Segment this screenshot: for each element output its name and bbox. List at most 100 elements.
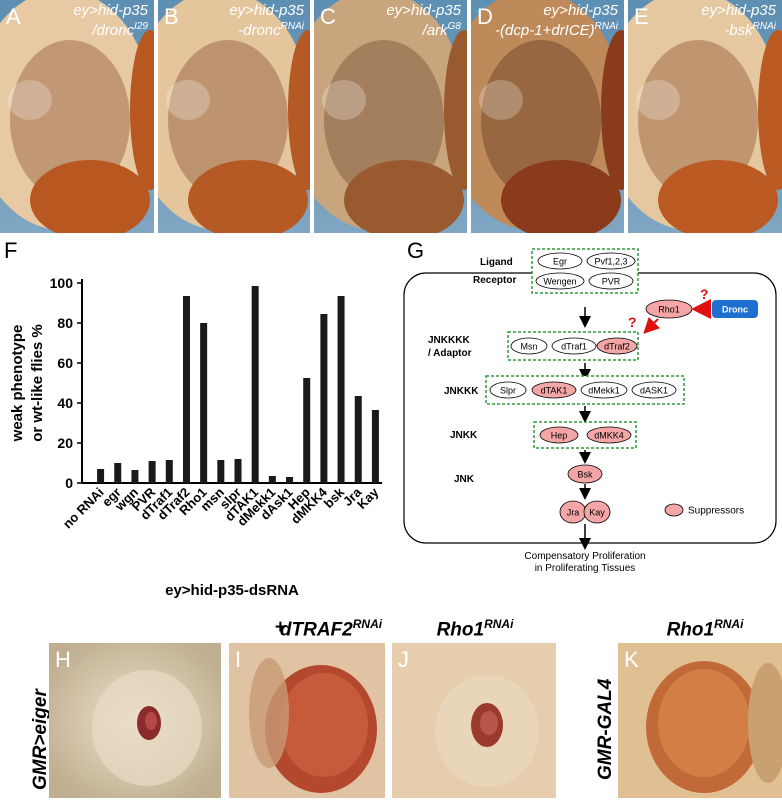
node-dtraf1-label: dTraf1 [561,342,587,352]
node-pvr [588,272,634,290]
node-dronc [712,300,758,318]
y-axis-label-line2: or wt-like flies % [29,324,46,442]
node-rho1-label: Rho1 [658,305,680,315]
question-mark-2: ? [628,314,637,330]
x-tick-label: Kay [354,484,382,512]
col-head-rho1-gmrgal4: Rho1RNAi [666,617,744,641]
question-mark-1: ? [700,286,709,302]
jnk-pathway-diagram: Ligand Receptor Egr Pvf1,2,3 Wengen PVR … [403,248,777,574]
node-dmkk4-label: dMKK4 [594,431,624,441]
legend-suppressor-label: Suppressors [688,506,744,517]
level-ligand: Ligand [480,257,513,268]
node-dtraf1 [551,337,597,355]
node-dmkk4 [586,426,632,444]
node-kay [583,500,611,524]
node-hep-label: Hep [551,431,568,441]
bar-rho1 [200,323,208,483]
level-receptor: Receptor [473,275,516,286]
photo-genotype-c: ey>hid-p35/arkG8 [386,2,461,39]
node-pvr-label: PVR [602,277,621,287]
node-dtak1-label: dTAK1 [541,386,568,396]
bar-pvr [148,461,156,483]
panel-label-j: J [398,647,409,672]
panel-label-f: F [4,238,18,263]
bar-wgn [131,470,139,483]
arrow-rho1-dtraf2 [643,316,661,334]
node-egr-label: Egr [553,257,567,267]
x-axis-label: ey>hid-p35-dsRNA [165,582,299,599]
photo-genotype-d: ey>hid-p35 -(dcp-1+drICE)RNAi [495,2,618,39]
row-label-gmr-gal4: GMR-GAL4 [595,678,616,780]
photo-j: J [392,643,556,798]
col-head-rho1: Rho1RNAi [436,617,514,641]
y-tick-label: 40 [57,395,73,411]
node-dask1-label: dASK1 [640,386,668,396]
legend-suppressor-swatch [664,503,684,517]
node-msn-label: Msn [520,342,537,352]
node-dtraf2 [596,337,638,355]
photo-h: H [49,643,221,798]
bar-bsk [337,296,345,483]
level-jnkkkk-adaptor: / Adaptor [428,348,472,359]
photo-k: K [618,643,782,798]
node-hep [539,426,579,444]
output-line-1: Compensatory Proliferation [524,551,645,562]
node-pvf-label: Pvf1,2,3 [594,257,627,267]
panel-label-h: H [55,647,71,672]
bar-dtak1 [251,286,259,483]
level-jnkk: JNKK [450,430,478,441]
y-tick-label: 100 [50,275,74,291]
panel-label-a: A [6,4,21,29]
node-bsk [567,464,603,484]
col-head-dtraf2: dTRAF2RNAi [279,617,383,641]
node-wengen-label: Wengen [543,277,576,287]
bar-no-rnai [97,469,105,483]
y-axis-label-line1: weak phenotype [9,325,26,443]
node-wengen [535,272,585,290]
node-dtak1 [531,381,577,399]
node-slpr [489,381,527,399]
bar-dmkk4 [320,314,328,483]
bar-dtraf1 [165,460,173,483]
panel-label-k: K [624,647,639,672]
bar-msn [217,460,225,483]
node-egr [537,252,583,270]
y-tick-label: 20 [57,435,73,451]
bar-jra [354,396,362,483]
panel-label-i: I [235,647,242,672]
level-jnk: JNK [454,474,475,485]
level-jnkkkk: JNKKKK [428,335,470,346]
panel-label-d: D [477,4,493,29]
bar-kay [371,410,379,483]
node-jra-label: Jra [567,508,580,518]
node-kay-label: Kay [589,508,605,518]
node-pvf [586,252,636,270]
bar-slpr [234,459,242,483]
x-tick-label: no RNAi [60,485,107,532]
node-dmekk1 [580,381,628,399]
bar-dtraf2 [182,296,190,483]
node-dtraf2-label: dTraf2 [604,342,630,352]
photo-genotype-e: ey>hid-p35 -bskRNAi [701,2,776,39]
photo-genotype-a: ey>hid-p35/droncI29 [73,2,148,39]
panel-label-b: B [164,4,179,29]
node-dask1 [631,381,677,399]
photo-genotype-b: ey>hid-p35 -droncRNAi [229,2,304,39]
y-tick-label: 60 [57,355,73,371]
bar-egr [114,463,122,483]
panel-label-e: E [634,4,649,29]
bar-dmekk1 [268,476,276,483]
node-dronc-label: Dronc [722,305,748,315]
node-dmekk1-label: dMekk1 [588,386,620,396]
photo-i: I [229,643,385,798]
bar-dask1 [286,477,294,483]
node-slpr-label: Slpr [500,386,516,396]
y-tick-label: 0 [65,475,73,491]
level-jnkkk: JNKKK [444,386,479,397]
y-tick-label: 80 [57,315,73,331]
